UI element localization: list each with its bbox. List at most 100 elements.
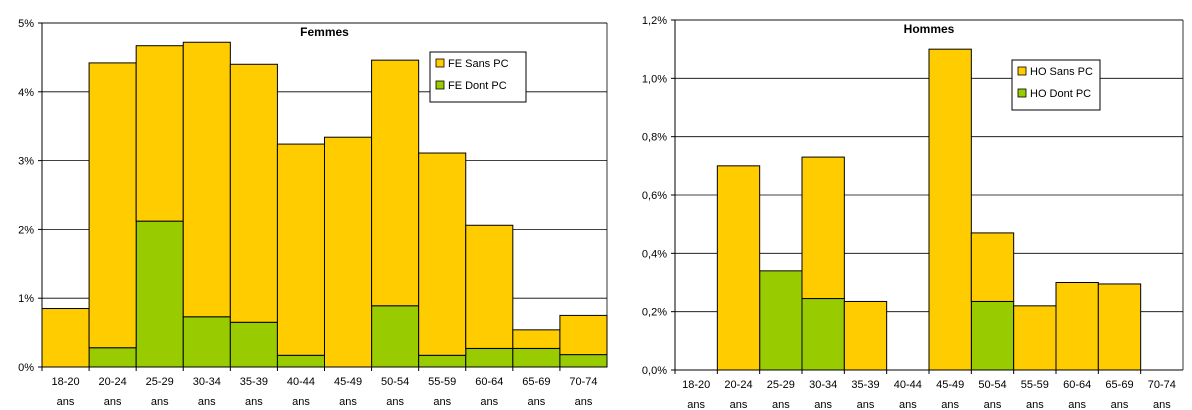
x-tick-label-unit: ans	[292, 396, 310, 408]
x-tick-label: 60-64	[475, 376, 503, 388]
x-tick-label-unit: ans	[575, 396, 593, 408]
bar-segment	[41, 308, 90, 368]
bar-segment	[371, 305, 420, 368]
x-tick-label-unit: ans	[1153, 399, 1171, 410]
bar-segment	[970, 232, 1015, 302]
y-tick-label: 1,2%	[642, 15, 667, 27]
x-tick-label: 18-20	[682, 379, 710, 391]
y-tick-label: 4%	[18, 87, 34, 99]
x-tick-label-unit: ans	[480, 396, 498, 408]
bar-segment	[182, 316, 231, 368]
bar-segment	[135, 220, 184, 368]
bar-segment	[759, 270, 803, 371]
x-tick-label-unit: ans	[1068, 399, 1086, 410]
x-tick-label: 30-34	[809, 379, 837, 391]
y-tick-label: 0,6%	[642, 190, 667, 202]
x-tick-label: 40-44	[287, 376, 315, 388]
x-tick-label-unit: ans	[687, 399, 705, 410]
x-tick-label: 50-54	[381, 376, 409, 388]
x-tick-label-unit: ans	[1111, 399, 1129, 410]
x-tick-label-unit: ans	[245, 396, 263, 408]
bar-segment	[801, 156, 845, 300]
legend-swatch	[435, 80, 445, 90]
bar-segment	[801, 298, 845, 371]
y-tick-label: 5%	[18, 18, 34, 30]
bar-segment	[324, 136, 373, 368]
bar-segment	[1055, 282, 1099, 371]
legend-label: FE Sans PC	[448, 58, 509, 70]
x-tick-label-unit: ans	[57, 396, 75, 408]
x-tick-label: 45-49	[936, 379, 964, 391]
bar-segment	[88, 347, 137, 368]
x-tick-label: 55-59	[1021, 379, 1049, 391]
x-tick-label: 20-24	[724, 379, 752, 391]
bar-segment	[135, 45, 184, 222]
legend-label: HO Sans PC	[1030, 66, 1093, 78]
bar-segment	[512, 329, 561, 349]
legend-box	[1011, 59, 1101, 111]
bar-segment	[716, 165, 761, 371]
legend-swatch	[1017, 88, 1027, 98]
femmes-chart: 0% 1% 2% 3% 4% 5% 18-20 ans 20-24 ans 25-29 ans 30-3…	[18, 18, 608, 408]
bar-segment	[1013, 305, 1057, 371]
bar-segment	[88, 62, 137, 349]
legend-label: HO Dont PC	[1030, 88, 1091, 100]
x-tick-label-unit: ans	[386, 396, 404, 408]
x-tick-label: 20-24	[99, 376, 127, 388]
y-tick-label: 3%	[18, 156, 34, 168]
y-tick-label: 0%	[18, 362, 34, 374]
bar-segment	[276, 143, 325, 356]
bar-segment	[970, 300, 1015, 371]
x-tick-label: 70-74	[1148, 379, 1176, 391]
legend-swatch	[1017, 66, 1027, 76]
x-tick-label: 25-29	[767, 379, 795, 391]
bar-segment	[465, 224, 514, 349]
legend-box	[429, 51, 527, 103]
x-tick-label-unit: ans	[198, 396, 216, 408]
x-tick-label-unit: ans	[151, 396, 169, 408]
y-tick-label: 1%	[18, 293, 34, 305]
x-tick-label-unit: ans	[104, 396, 122, 408]
x-tick-label: 40-44	[894, 379, 922, 391]
x-tick-label: 50-54	[978, 379, 1006, 391]
x-tick-label: 35-39	[240, 376, 268, 388]
x-tick-label: 30-34	[193, 376, 221, 388]
x-tick-label-unit: ans	[433, 396, 451, 408]
bar-segment	[843, 300, 888, 371]
bar-segment	[371, 59, 420, 307]
x-tick-label: 18-20	[51, 376, 79, 388]
x-tick-label-unit: ans	[772, 399, 790, 410]
x-tick-label-unit: ans	[1026, 399, 1044, 410]
x-tick-label-unit: ans	[730, 399, 748, 410]
x-tick-label-unit: ans	[339, 396, 357, 408]
bar-segment	[928, 48, 972, 371]
x-tick-label: 65-69	[522, 376, 550, 388]
y-tick-label: 0,2%	[642, 307, 667, 319]
y-tick-label: 0,0%	[642, 365, 667, 377]
y-tick-label: 1,0%	[642, 73, 667, 85]
x-tick-label: 70-74	[569, 376, 597, 388]
bar-segment	[182, 41, 231, 318]
bar-segment	[465, 347, 514, 368]
x-tick-label: 25-29	[146, 376, 174, 388]
x-tick-label-unit: ans	[814, 399, 832, 410]
x-tick-label: 35-39	[851, 379, 879, 391]
hommes-chart: 0,0% 0,2% 0,4% 0,6% 0,8% 1,0% 1,2% 18-20 ans 20-2…	[642, 15, 1184, 410]
bar-segment	[418, 354, 467, 368]
x-tick-label-unit: ans	[528, 396, 546, 408]
legend-label: FE Dont PC	[448, 80, 507, 92]
y-tick-label: 0,8%	[642, 132, 667, 144]
bar-segment	[559, 314, 608, 356]
bar-segment	[276, 354, 325, 368]
x-tick-label-unit: ans	[899, 399, 917, 410]
bar-segment	[418, 152, 467, 356]
y-tick-label: 2%	[18, 224, 34, 236]
x-tick-label-unit: ans	[984, 399, 1002, 410]
bar-segment	[559, 354, 608, 368]
x-tick-label: 60-64	[1063, 379, 1091, 391]
bar-segment	[229, 321, 278, 368]
x-tick-label-unit: ans	[857, 399, 875, 410]
x-tick-label-unit: ans	[941, 399, 959, 410]
chart-title: Hommes	[904, 22, 955, 36]
